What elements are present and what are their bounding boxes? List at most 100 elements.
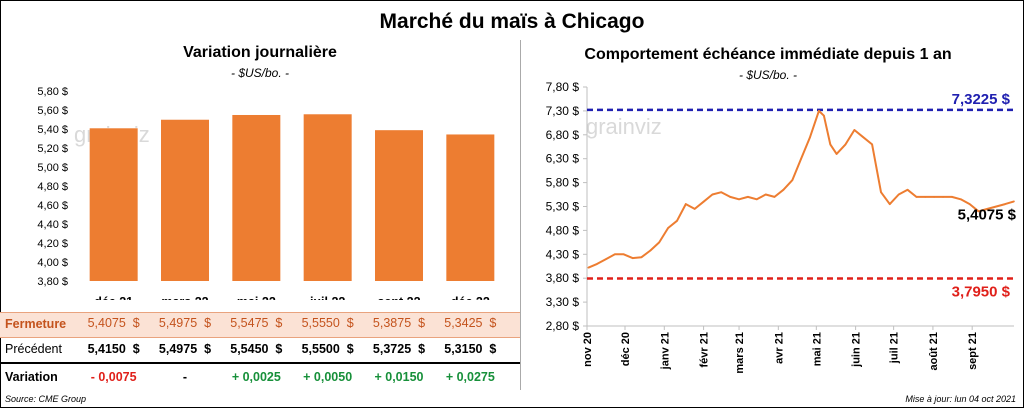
y-tick-label: 4,40 $ [37, 219, 68, 231]
table-divider [0, 362, 520, 364]
price-point [764, 193, 767, 196]
price-point [605, 258, 607, 260]
y-tick-label: 5,30 $ [546, 200, 580, 214]
x-tick-label: déc 20 [620, 332, 632, 366]
table-cell: 5,4075 $ [87, 316, 140, 330]
y-tick-label: 4,80 $ [546, 223, 580, 237]
price-point [702, 200, 705, 203]
y-tick-label: 6,30 $ [546, 152, 580, 166]
line-chart-title: Comportement échéance immédiate depuis 1… [584, 46, 952, 63]
y-tick-label: 5,80 $ [37, 86, 68, 98]
y-tick-label: 4,60 $ [37, 200, 68, 212]
price-point [755, 198, 758, 201]
left-panel: Variation journalière - $US/bo. - grainv… [0, 44, 520, 404]
line-chart: grainviz 2,80 $ 3,30 $ 3,80 $ 4,30 $ 4,80 $ 5,… [546, 80, 1017, 374]
table-cell: 5,3725 $ [372, 342, 426, 356]
y-tick-label: 4,80 $ [37, 181, 68, 193]
price-point [720, 191, 723, 193]
price-point [782, 188, 785, 191]
bar [303, 114, 352, 282]
table-cell: 5,3875 $ [372, 316, 426, 330]
x-tick-label: mars 22 [161, 295, 208, 300]
price-point [924, 196, 927, 198]
x-tick-label: déc 22 [451, 295, 490, 300]
low-value-label: 3,7950 $ [952, 283, 1011, 300]
x-tick-label: nov 20 [582, 332, 594, 367]
y-tick-label: 4,30 $ [546, 247, 580, 261]
price-point [667, 227, 669, 229]
y-tick-label: 5,40 $ [37, 124, 68, 136]
price-point [1013, 200, 1015, 203]
table-cell: 5,4975 $ [158, 316, 212, 330]
x-tick-label: mars 21 [734, 332, 746, 374]
x-tick-label: févr 21 [699, 332, 711, 367]
table-cell: 5,4150 $ [87, 342, 140, 356]
x-tick-label: déc 21 [94, 295, 133, 300]
price-point [587, 266, 590, 269]
table-cell: 5,5500 $ [301, 342, 354, 356]
row-label-variation: Variation [5, 370, 58, 384]
bar [161, 119, 209, 281]
x-tick-label: juil 21 [889, 332, 901, 364]
price-point [738, 198, 740, 201]
x-tick-label: mai 22 [237, 295, 276, 300]
price-point [773, 196, 776, 198]
bar [375, 130, 423, 281]
table-row-previous: Précédent [0, 338, 520, 362]
table-cell: 5,3425 $ [444, 316, 497, 330]
table-cell: 5,5475 $ [230, 316, 283, 330]
price-point [862, 136, 865, 138]
row-label-previous: Précédent [5, 342, 62, 356]
watermark-right: grainviz [586, 114, 662, 139]
y-tick-label: 5,60 $ [37, 105, 68, 117]
price-point [897, 193, 900, 196]
table-row-variation: Variation [0, 366, 520, 390]
price-point [596, 263, 598, 265]
price-point [844, 143, 847, 146]
table-row-close: Fermeture [0, 312, 520, 338]
price-point [747, 196, 749, 198]
price-point [835, 153, 838, 155]
y-tick-label: 3,80 $ [546, 271, 580, 285]
price-point [959, 198, 962, 201]
price-point [1004, 203, 1006, 205]
row-label-close: Fermeture [5, 317, 67, 331]
y-tick-label: 4,00 $ [37, 257, 68, 269]
y-tick-label: 4,20 $ [37, 238, 68, 250]
price-point [685, 203, 687, 205]
update-note: Mise à jour: lun 04 oct 2021 [905, 394, 1016, 404]
price-point [640, 256, 643, 258]
x-tick-label: sept 22 [377, 295, 420, 300]
table-cell: - 0,0075 [90, 370, 137, 384]
bar-chart-unit: - $US/bo. - [230, 66, 290, 80]
price-point [829, 143, 832, 146]
x-tick-label: août 21 [928, 332, 940, 371]
price-point [818, 110, 820, 112]
last-value-label: 5,4075 $ [958, 206, 1017, 223]
price-series-line [587, 109, 1015, 269]
price-point [968, 203, 971, 205]
price-point [951, 196, 953, 198]
price-point [915, 196, 918, 198]
y-tick-label: 3,80 $ [37, 276, 68, 288]
price-point [933, 196, 935, 198]
x-tick-label: janv 21 [659, 332, 671, 370]
price-point [649, 249, 652, 252]
panel-separator [520, 40, 521, 390]
price-point [676, 220, 678, 222]
y-tick-label: 7,80 $ [546, 80, 580, 94]
price-point [631, 257, 634, 259]
price-point [711, 193, 714, 196]
x-tick-label: juin 21 [851, 332, 863, 368]
table-cell: + 0,0025 [231, 370, 281, 384]
table-cell: 5,5450 $ [230, 342, 283, 356]
y-tick-label: 2,80 $ [546, 319, 580, 333]
price-point [942, 196, 944, 198]
price-point [729, 196, 731, 198]
y-tick-label: 5,00 $ [37, 162, 68, 174]
bar [446, 134, 495, 281]
page-title: Marché du maïs à Chicago [379, 10, 645, 33]
line-chart-unit: - $US/bo. - [738, 68, 798, 82]
bar [232, 114, 281, 281]
price-point [791, 179, 794, 182]
